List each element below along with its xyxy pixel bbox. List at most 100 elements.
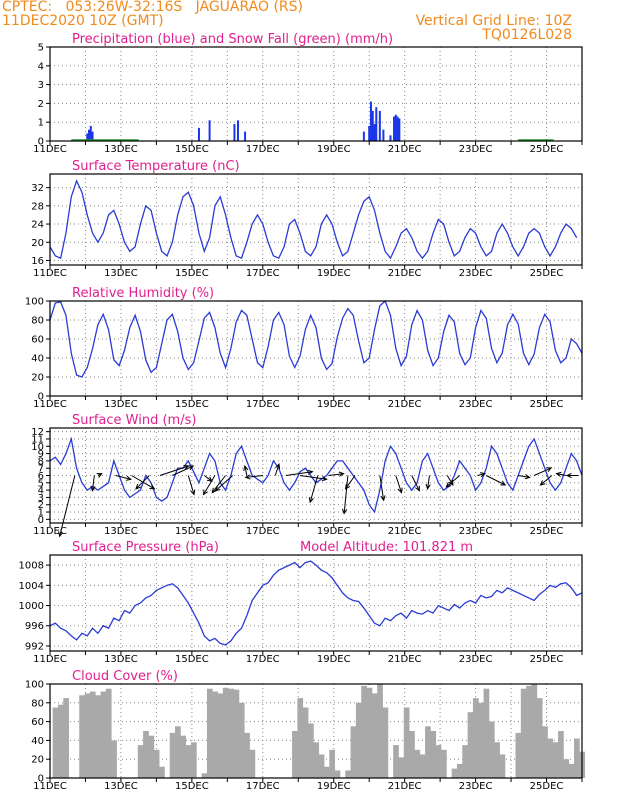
wind-vector-head <box>445 482 452 488</box>
y-tick-label: 60 <box>31 335 44 346</box>
series-line <box>49 179 578 260</box>
wind-vector-head <box>338 471 345 477</box>
x-tick-label: 11DEC <box>33 144 67 155</box>
cloud-cover-bar <box>478 702 484 778</box>
wind-vector-head <box>96 473 103 478</box>
y-tick-label: 992 <box>25 641 44 652</box>
y-tick-label: 32 <box>31 183 44 194</box>
panel-1: 0 1 2 3 4 5 11DEC 13DEC 15DEC 17DEC 19DEC 21DEC 23DE… <box>33 32 583 155</box>
cloud-cover-bar <box>403 707 410 778</box>
wind-vector-head <box>565 472 572 479</box>
x-tick-label: 25DEC <box>530 526 564 537</box>
precip-bar <box>233 124 236 141</box>
cloud-cover-bar <box>323 766 330 778</box>
wind-vector-head <box>214 485 221 492</box>
cloud-cover-bar <box>568 763 575 778</box>
y-tick-label: 2 <box>38 500 44 511</box>
cloud-cover-bar <box>292 731 298 778</box>
y-tick-label: 7 <box>38 464 44 475</box>
y-tick-label: 1004 <box>19 581 44 592</box>
x-tick-label: 11DEC <box>33 526 67 537</box>
cloud-cover-bar <box>313 742 320 778</box>
cloud-cover-bar <box>201 773 208 778</box>
precip-bar <box>197 127 200 141</box>
x-tick-label: 17DEC <box>246 144 280 155</box>
wind-vector <box>115 475 131 480</box>
precip-bar <box>375 107 378 141</box>
cloud-cover-bar <box>350 726 357 778</box>
y-tick-label: 9 <box>38 449 44 460</box>
cloud-cover-bar <box>377 684 383 778</box>
wind-vector-head <box>243 464 249 471</box>
x-tick-label: 21DEC <box>388 781 422 792</box>
y-tick-label: 16 <box>31 256 44 267</box>
wind-vector-head <box>307 469 314 475</box>
x-tick-label: 23DEC <box>459 781 493 792</box>
cloud-cover-bar <box>169 732 176 778</box>
y-tick-label: 2 <box>38 99 44 110</box>
x-tick-label: 21DEC <box>388 654 422 665</box>
y-tick-label: 1008 <box>19 561 44 572</box>
y-tick-label: 3 <box>38 80 44 91</box>
wind-vector <box>540 475 553 486</box>
x-tick-label: 13DEC <box>104 654 138 665</box>
wind-vector <box>486 475 506 486</box>
cloud-cover-bar <box>558 731 564 778</box>
wind-vector <box>411 475 420 491</box>
cloud-cover-bar <box>441 749 447 778</box>
precip-bar <box>88 129 91 141</box>
y-tick-label: 20 <box>31 238 44 249</box>
panel-frame <box>49 300 583 397</box>
y-tick-label: 3 <box>38 493 44 504</box>
y-tick-label: 80 <box>31 698 44 709</box>
wind-vector-head <box>244 474 251 480</box>
cloud-cover-bar <box>57 704 64 778</box>
x-tick-label: 21DEC <box>388 399 422 410</box>
wind-vector <box>328 473 344 476</box>
cloud-cover-bar <box>308 723 314 778</box>
cloud-cover-bar <box>361 685 367 778</box>
y-tick-label: 1000 <box>19 601 44 612</box>
cloud-cover-bar <box>526 685 532 778</box>
x-tick-label: 13DEC <box>104 268 138 279</box>
cloud-cover-bar <box>185 745 192 778</box>
cloud-cover-bar <box>137 745 144 778</box>
y-tick-label: 28 <box>31 201 44 212</box>
wind-vector <box>285 471 313 476</box>
grid-line-note: Vertical Grid Line: 10Z <box>415 13 572 29</box>
x-tick-label: 23DEC <box>459 654 493 665</box>
x-tick-label: 11DEC <box>33 399 67 410</box>
cloud-cover-bar <box>111 740 117 778</box>
y-tick-label: 11 <box>31 434 44 445</box>
wind-vector <box>345 475 356 490</box>
x-tick-label: 19DEC <box>317 144 351 155</box>
x-tick-label: 15DEC <box>175 526 209 537</box>
cloud-cover-bar <box>552 742 559 778</box>
x-tick-label: 13DEC <box>104 781 138 792</box>
cloud-cover-bar <box>228 688 234 778</box>
y-tick-label: 1 <box>38 508 44 519</box>
cloud-cover-bar <box>520 688 527 778</box>
precip-bar <box>368 125 371 141</box>
x-tick-label: 15DEC <box>175 781 209 792</box>
wind-vector <box>135 475 150 490</box>
wind-vector-head <box>524 474 531 480</box>
precip-bar <box>369 101 372 141</box>
panel-title: Surface Temperature (nC) <box>72 159 240 174</box>
wind-vector-head <box>149 484 156 490</box>
cloud-cover-bar <box>212 691 218 778</box>
x-tick-label: 23DEC <box>459 399 493 410</box>
wind-vector <box>211 475 226 493</box>
y-tick-label: 100 <box>25 297 44 308</box>
cloud-cover-bar <box>536 698 543 778</box>
x-tick-label: 25DEC <box>530 268 564 279</box>
model-altitude-label: Model Altitude: 101.821 m <box>300 540 473 555</box>
wind-vector-head <box>341 508 348 515</box>
cloud-cover-bar <box>398 757 405 778</box>
x-tick-label: 25DEC <box>530 781 564 792</box>
wind-vector <box>343 475 349 514</box>
x-tick-label: 15DEC <box>175 399 209 410</box>
cloud-cover-bar <box>494 742 500 778</box>
station-header: CPTEC: 053:26W-32:16S JAGUARAO (RS) <box>2 0 304 15</box>
cloud-cover-bar <box>297 698 304 778</box>
